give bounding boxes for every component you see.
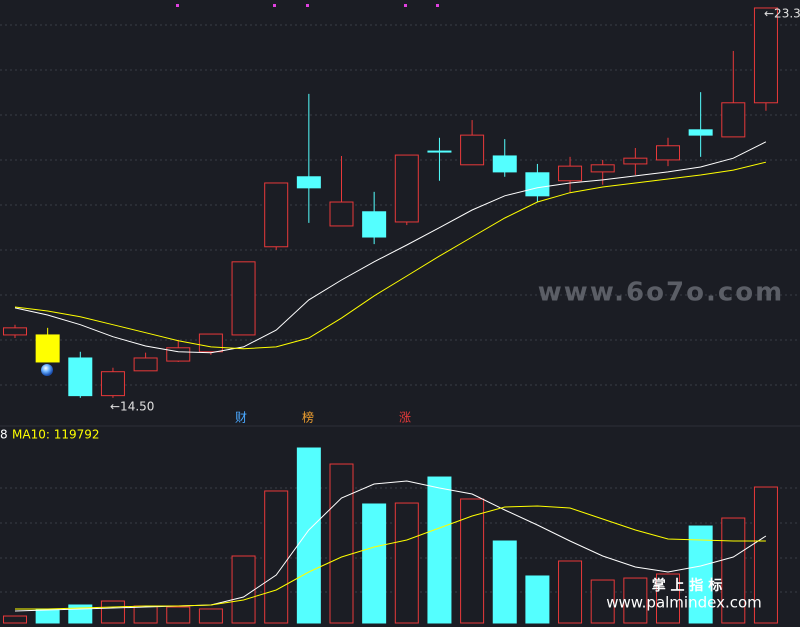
volume-bar bbox=[100, 600, 125, 624]
ma-line bbox=[14, 141, 767, 354]
dot bbox=[404, 4, 407, 7]
candle-body bbox=[3, 327, 27, 336]
watermark: www.palmindex.com bbox=[606, 594, 762, 612]
ma-line bbox=[15, 505, 766, 610]
volume-bar bbox=[133, 605, 158, 624]
candle-body bbox=[753, 7, 778, 104]
volume-bar bbox=[3, 615, 27, 624]
legend-label: MA10: 119792 bbox=[12, 428, 100, 442]
candle-body bbox=[590, 164, 615, 173]
volume-bar bbox=[231, 555, 256, 624]
volume-bar bbox=[329, 463, 354, 624]
ma-line bbox=[14, 161, 767, 350]
volume-bar bbox=[558, 560, 583, 624]
event-marker: 涨 bbox=[399, 410, 411, 425]
candle-body bbox=[492, 155, 517, 173]
candle-body bbox=[394, 154, 419, 223]
candle-body bbox=[68, 357, 93, 397]
volume-bar bbox=[460, 498, 485, 624]
volume-bar bbox=[166, 606, 191, 624]
candle-body bbox=[688, 129, 713, 136]
volume-bar bbox=[198, 608, 223, 624]
volume-bar bbox=[427, 476, 452, 624]
signal-icon bbox=[41, 364, 53, 376]
volume-bar bbox=[35, 608, 60, 624]
low-annotation: ←14.50 bbox=[110, 400, 154, 414]
volume-bar bbox=[656, 573, 680, 624]
volume-bar bbox=[688, 525, 713, 624]
candle-body bbox=[133, 357, 158, 372]
candle-body bbox=[166, 347, 191, 362]
candle-body bbox=[296, 176, 321, 189]
candle-body bbox=[329, 201, 354, 227]
volume-bar bbox=[492, 540, 517, 624]
legend-fragment: 8 bbox=[0, 428, 8, 442]
ma-line bbox=[14, 480, 767, 612]
candle-body bbox=[427, 150, 452, 153]
dot bbox=[176, 4, 179, 7]
volume-bar bbox=[525, 575, 550, 624]
candle-body bbox=[525, 172, 550, 197]
candle-body bbox=[721, 102, 746, 138]
candle-body bbox=[362, 211, 387, 238]
watermark: 掌 上 指 标 bbox=[652, 577, 723, 594]
event-marker: 财 bbox=[235, 411, 247, 425]
candle-body bbox=[623, 157, 648, 165]
candle-body bbox=[460, 134, 485, 166]
watermark: www.6o7o.com bbox=[538, 278, 784, 308]
volume-bar bbox=[394, 502, 419, 624]
candle-body bbox=[656, 145, 680, 161]
dot bbox=[273, 4, 276, 7]
volume-bar bbox=[590, 579, 615, 624]
dot bbox=[436, 4, 439, 7]
candle-body bbox=[198, 333, 223, 353]
volume-bar bbox=[296, 447, 321, 624]
candle-body bbox=[35, 334, 60, 363]
dot bbox=[306, 4, 309, 7]
candle-body bbox=[558, 165, 583, 182]
marks bbox=[3, 7, 778, 624]
volume-bar bbox=[623, 577, 648, 624]
volume-bar bbox=[264, 490, 289, 624]
volume-bar bbox=[362, 503, 387, 624]
top-dots bbox=[176, 4, 439, 7]
volume-bar bbox=[753, 486, 778, 624]
candle-body bbox=[264, 182, 289, 248]
volume-bar bbox=[721, 517, 746, 624]
high-annotation: ←23.3 bbox=[764, 7, 800, 21]
event-marker: 榜 bbox=[302, 410, 314, 425]
candle-body bbox=[100, 371, 125, 397]
candle-body bbox=[231, 261, 256, 336]
